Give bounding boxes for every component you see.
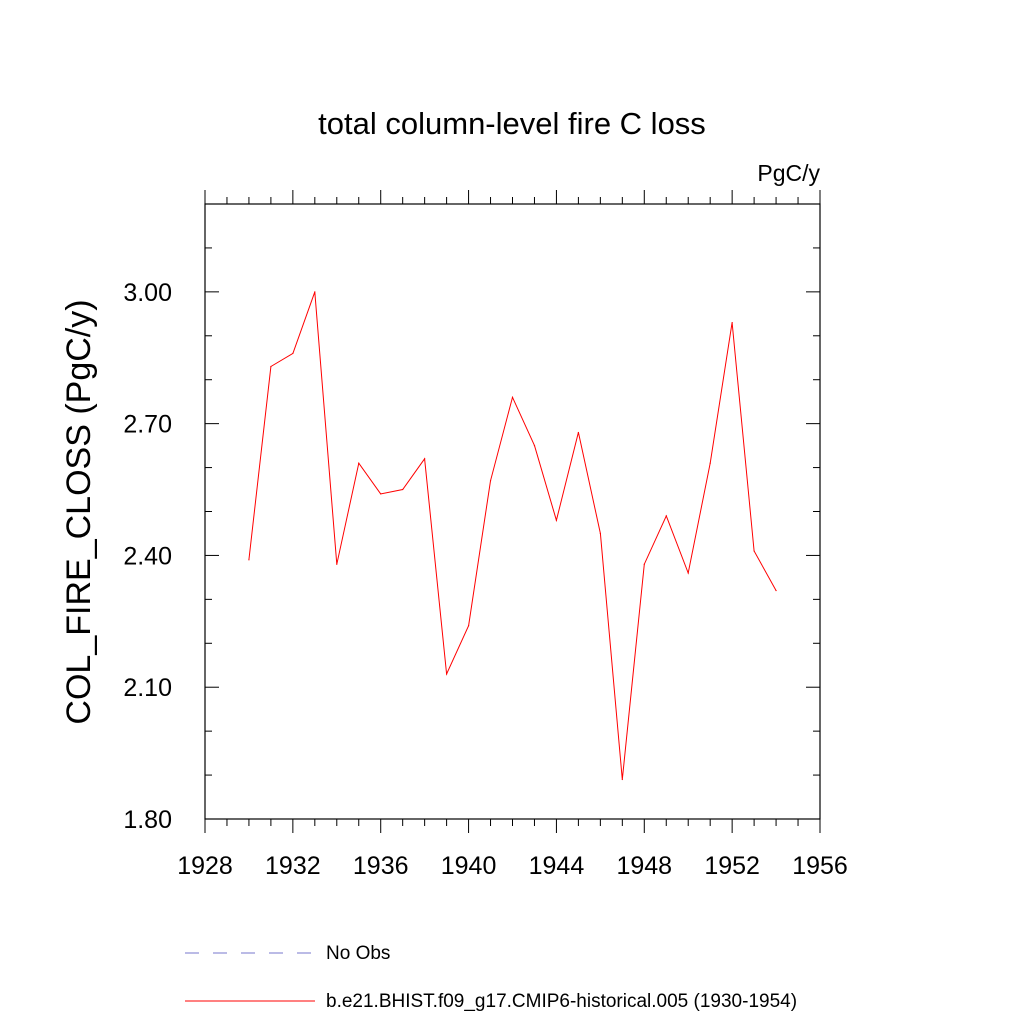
x-axis: 1928 1932 1936 1940 1944 1948 1952 1956 — [177, 190, 848, 880]
data-point — [446, 673, 448, 675]
y-tick-label: 2.70 — [123, 411, 172, 439]
data-point — [380, 493, 382, 495]
data-point — [643, 563, 645, 565]
data-point — [248, 559, 250, 561]
legend-no-obs-label: No Obs — [326, 943, 390, 964]
data-point — [599, 532, 601, 535]
units-label: PgC/y — [757, 160, 820, 186]
x-tick-label: 1932 — [265, 852, 321, 880]
data-point — [621, 778, 623, 781]
series-layer — [248, 291, 777, 781]
x-tick-label: 1944 — [529, 852, 585, 880]
legend: No Obs b.e21.BHIST.f09_g17.CMIP6-histori… — [185, 943, 797, 1012]
legend-series-label: b.e21.BHIST.f09_g17.CMIP6-historical.005… — [326, 991, 797, 1012]
y-tick-label: 2.10 — [123, 674, 172, 702]
series-line — [248, 291, 777, 780]
data-point — [687, 572, 689, 574]
data-point — [665, 515, 667, 517]
data-point — [358, 462, 360, 464]
data-point — [577, 431, 579, 434]
y-axis: 1.80 2.10 2.40 2.70 3.00 — [123, 203, 820, 834]
y-axis-label: COL_FIRE_CLOSS (PgC/y) — [60, 299, 98, 724]
data-point — [489, 480, 492, 482]
data-point — [292, 352, 294, 354]
data-point — [555, 519, 558, 521]
plot-frame — [204, 203, 821, 820]
y-tick-label: 2.40 — [123, 542, 172, 570]
data-point — [336, 563, 338, 565]
x-tick-label: 1948 — [616, 852, 672, 880]
data-point — [533, 445, 536, 447]
x-tick-label: 1940 — [441, 852, 497, 880]
x-tick-label: 1956 — [792, 852, 848, 880]
data-point — [270, 365, 272, 368]
data-point — [424, 458, 426, 460]
data-point — [731, 322, 733, 324]
y-tick-label: 1.80 — [123, 806, 172, 834]
x-tick-label: 1952 — [704, 852, 760, 880]
data-point — [709, 462, 711, 464]
data-point — [402, 488, 404, 491]
x-tick-label: 1928 — [177, 852, 233, 880]
x-tick-label: 1936 — [353, 852, 409, 880]
data-point — [314, 291, 316, 293]
chart-title: total column-level fire C loss — [318, 106, 706, 141]
data-point — [775, 589, 777, 592]
y-tick-label: 3.00 — [123, 279, 172, 307]
data-point — [753, 550, 755, 552]
data-point — [467, 625, 470, 627]
data-point — [511, 396, 514, 398]
